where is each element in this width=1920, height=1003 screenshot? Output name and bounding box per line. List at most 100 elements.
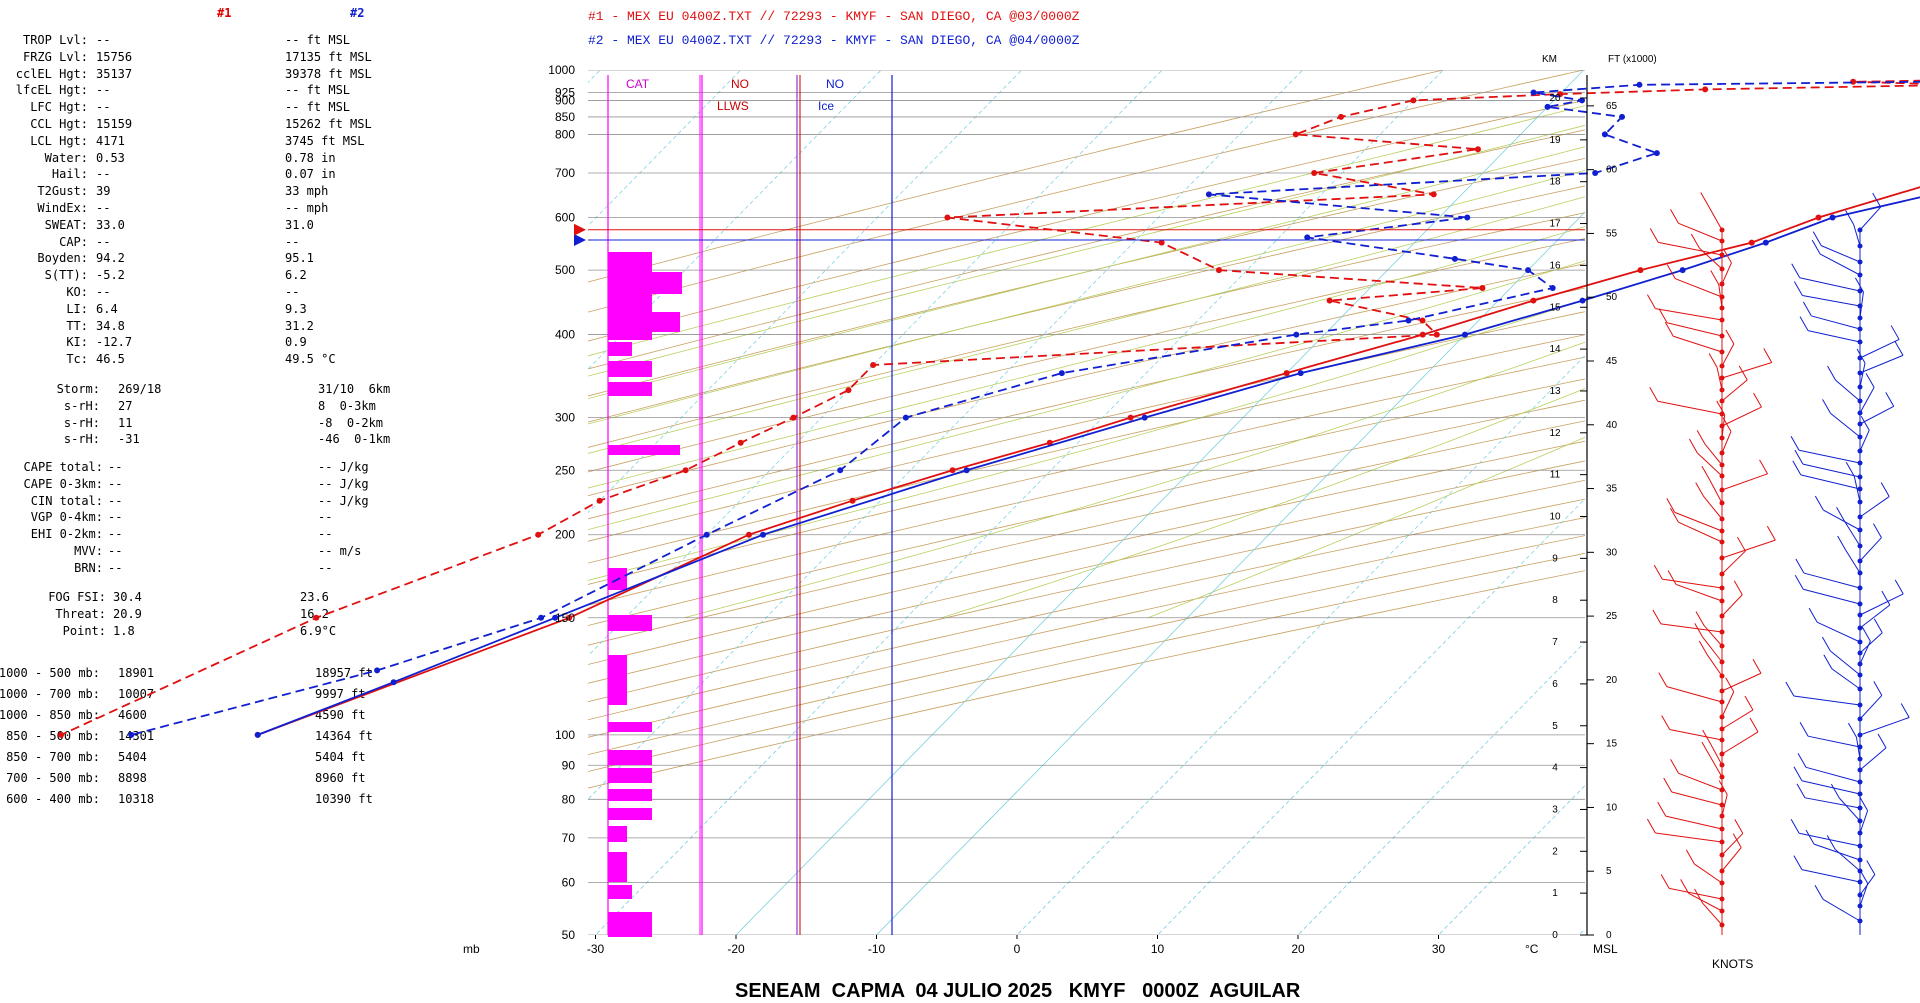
run2-wind-barb [1873,524,1881,538]
run1-wind-barb-point [1720,556,1725,561]
run1-wind-barb-point [1720,840,1725,845]
run2-wind-barb [1791,819,1799,833]
dry-adiabat [0,56,1920,935]
chart-footer: SENEAM CAPMA 04 JULIO 2025 KMYF 0000Z AG… [735,980,1300,1003]
run2-wind-barb [1881,483,1889,497]
km-tick-label: 0 [1552,930,1558,941]
run2-wind-barb-point [1858,858,1863,863]
run1-temperature-line-point [1128,415,1134,421]
run1-wind-barb [1667,265,1675,279]
pressure-tick-label: 800 [555,127,575,141]
run1-wind-barb-point [1720,488,1725,493]
dry-adiabat [0,56,1920,935]
run1-wind-barb [1722,380,1747,401]
run2-wind-barb [1800,278,1860,291]
run1-wind-barb-point [1720,334,1725,339]
run1-wind-barb [1722,362,1772,378]
isotherm [1268,56,1920,966]
run1-wind-barb [1722,595,1742,616]
cat-turbulence-bar [608,724,648,728]
ft-tick-label: 35 [1606,484,1618,495]
dry-adiabat [0,56,1920,935]
run1-wind-barb-point [1720,738,1725,743]
run1-wind-barb [1650,387,1658,401]
run2-wind-barb [1803,589,1860,604]
run2-wind-barb-point [1858,528,1863,533]
ft-tick-label: 0 [1606,930,1612,941]
run2-wind-barb [1794,767,1802,781]
run1-wind-barb [1753,659,1761,673]
pressure-tick-label: 925 [555,86,575,100]
chart-title-run2: #2 - MEX EU 0400Z.TXT // 72293 - KMYF - … [588,33,1080,48]
run1-temperature-line-point [850,498,856,504]
run2-wind-barb [1860,497,1889,517]
run2-wind-barb-point [1858,757,1863,762]
run2-wind-barb-point [1858,228,1863,233]
run2-wind-barb-point [1858,792,1863,797]
msl-axis-label: MSL [1593,942,1618,956]
dry-adiabat [0,56,1920,935]
run1-temperature-line-point [746,532,752,538]
km-tick-label: 12 [1549,428,1561,439]
pressure-tick-label: 90 [562,758,576,772]
cat-turbulence-bar [608,293,652,313]
temp-tick-label: 10 [1151,942,1165,956]
run2-dewpoint-line-point [1602,131,1608,137]
run1-wind-barb-point [1720,881,1725,886]
ft-tick-label: 20 [1606,675,1618,686]
run1-wind-barb [1722,848,1741,871]
run1-wind-barb [1705,444,1722,465]
run2-wind-barb [1824,655,1832,669]
run2-wind-barb [1795,450,1803,464]
run2-wind-barb [1815,496,1823,510]
run2-wind-barb-point [1858,435,1863,440]
run1-dewpoint-line-point [1420,317,1426,323]
run1-wind-barb [1722,710,1753,729]
run1-wind-barb-point [1720,660,1725,665]
run1-wind-barb-point [1720,318,1725,323]
run2-dewpoint-line-point [1636,82,1642,88]
ft-tick-label: 50 [1606,292,1618,303]
run2-wind-barb [1794,696,1860,705]
run2-wind-barb [1901,703,1909,717]
run1-wind-barb [1722,263,1731,284]
ft-tick-label: 30 [1606,547,1618,558]
run1-temperature-line-point [1637,267,1643,273]
run1-wind-barb [1655,833,1722,842]
km-tick-label: 13 [1549,386,1561,397]
run1-wind-barb [1662,579,1722,588]
run1-wind-barb [1722,540,1775,558]
run1-wind-barb [1750,718,1758,732]
ft-tick-label: 60 [1606,165,1618,176]
run1-wind-barb-point [1720,306,1725,311]
run2-temperature-line-point [1580,298,1586,304]
run1-dewpoint-line-point [535,532,541,538]
run1-wind-barb [1707,655,1722,676]
pressure-tick-label: 600 [555,210,575,224]
dry-adiabat [0,56,1920,935]
run1-wind-barb [1666,816,1722,829]
run1-temperature-line-point [950,467,956,473]
ft-tick-label: 65 [1606,101,1618,112]
run1-wind-barb [1695,889,1703,903]
run2-wind-barb-point [1858,733,1863,738]
run2-temperature-line-point [1763,240,1769,246]
run1-wind-barb [1760,460,1768,474]
run2-wind-barb [1804,573,1860,588]
run2-wind-barb-point [1858,515,1863,520]
run1-wind-barb [1745,696,1753,710]
run1-wind-barb-point [1720,239,1725,244]
run2-wind-barb [1823,399,1831,413]
run2-wind-barb-point [1858,544,1863,549]
run2-wind-barb-point [1858,703,1863,708]
cat-turbulence-bar [608,330,652,340]
run1-wind-barb [1655,309,1722,320]
run2-wind-barb [1811,316,1860,329]
run1-wind-barb [1675,512,1722,531]
run2-wind-barb [1860,538,1881,561]
run1-dewpoint-line-point [1431,191,1437,197]
run2-wind-barb-point [1858,571,1863,576]
km-tick-label: 15 [1549,302,1561,313]
run2-wind-barb-point [1858,340,1863,345]
